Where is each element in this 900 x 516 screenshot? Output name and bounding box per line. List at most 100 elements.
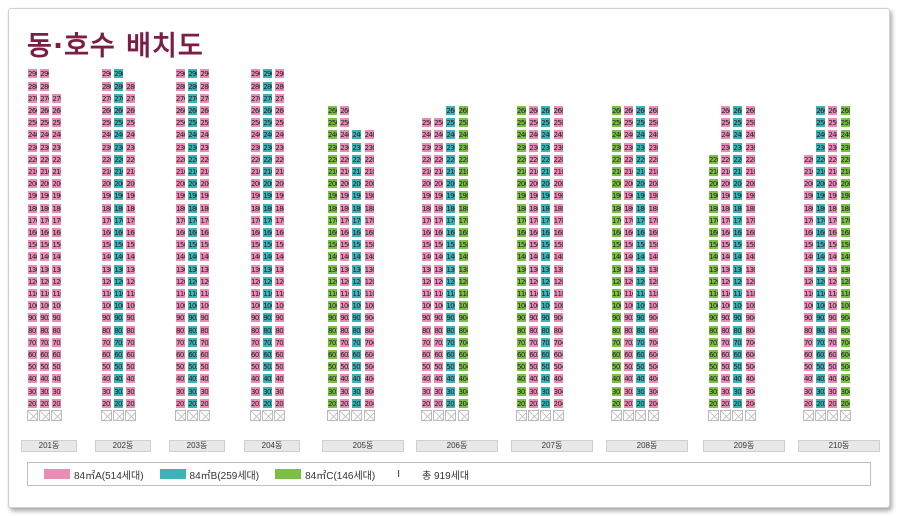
unit-cell[interactable]: 501 — [175, 361, 186, 373]
unit-cell[interactable]: 1504 — [363, 239, 375, 251]
unit-cell[interactable]: 604 — [839, 349, 851, 360]
unit-cell[interactable]: 1402 — [433, 251, 445, 263]
unit-cell[interactable]: 1304 — [744, 263, 756, 275]
unit-cell[interactable]: 2003 — [51, 178, 63, 190]
unit-cell[interactable]: 2002 — [815, 178, 827, 190]
unit-cell[interactable]: 2103 — [199, 166, 211, 177]
unit-cell[interactable]: 2204 — [457, 153, 469, 165]
unit-cell[interactable]: 2504 — [647, 117, 659, 129]
unit-cell[interactable]: 2302 — [113, 141, 125, 153]
unit-cell[interactable]: 1801 — [175, 202, 186, 214]
unit-cell[interactable]: 1801 — [421, 202, 432, 214]
unit-cell[interactable]: 401 — [175, 373, 186, 385]
unit-cell[interactable]: 2004 — [744, 178, 756, 190]
unit-cell[interactable]: 704 — [552, 336, 564, 348]
unit-cell[interactable]: 1604 — [744, 227, 756, 238]
unit-cell[interactable]: 502 — [815, 361, 827, 373]
unit-cell[interactable]: 1604 — [552, 227, 564, 238]
unit-cell[interactable]: 2201 — [101, 153, 112, 165]
unit-cell[interactable]: 303 — [125, 385, 137, 397]
unit-cell[interactable]: 1804 — [552, 202, 564, 214]
unit-cell[interactable]: 2601 — [250, 105, 261, 116]
unit-cell[interactable]: 1601 — [516, 227, 527, 238]
unit-cell[interactable]: 901 — [611, 312, 622, 324]
unit-cell[interactable]: 402 — [528, 373, 540, 385]
unit-cell[interactable]: 2501 — [250, 117, 261, 129]
unit-cell[interactable]: 2004 — [839, 178, 851, 190]
unit-cell[interactable]: 404 — [363, 373, 375, 385]
unit-cell[interactable]: 304 — [552, 385, 564, 397]
unit-cell[interactable]: 2502 — [815, 117, 827, 129]
unit-cell[interactable]: 2201 — [611, 153, 622, 165]
unit-cell[interactable]: 2402 — [623, 129, 635, 141]
unit-cell[interactable]: 2403 — [274, 129, 286, 141]
unit-cell[interactable]: 2403 — [445, 129, 457, 141]
unit-cell[interactable]: 1602 — [39, 227, 51, 238]
unit-cell[interactable]: 1901 — [27, 190, 38, 202]
unit-cell[interactable]: 2103 — [125, 166, 137, 177]
unit-cell[interactable]: 403 — [351, 373, 363, 385]
unit-cell[interactable]: 2303 — [635, 141, 647, 153]
unit-cell[interactable]: 604 — [457, 349, 469, 360]
unit-cell[interactable]: 702 — [262, 336, 274, 348]
unit-cell[interactable]: 601 — [101, 349, 112, 360]
unit-cell[interactable]: 2304 — [647, 141, 659, 153]
unit-cell[interactable]: 2502 — [39, 117, 51, 129]
unit-cell[interactable]: 603 — [445, 349, 457, 360]
unit-cell[interactable]: 202 — [815, 397, 827, 409]
unit-cell[interactable]: 1704 — [839, 214, 851, 226]
unit-cell[interactable]: 503 — [125, 361, 137, 373]
unit-cell[interactable]: 1503 — [351, 239, 363, 251]
unit-cell[interactable]: 1601 — [101, 227, 112, 238]
unit-cell[interactable]: 2901 — [101, 68, 112, 80]
unit-cell[interactable]: 303 — [51, 385, 63, 397]
unit-cell[interactable]: 1402 — [528, 251, 540, 263]
unit-cell[interactable]: 1601 — [708, 227, 719, 238]
unit-cell[interactable]: 2202 — [720, 153, 732, 165]
unit-cell[interactable]: 1001 — [803, 300, 814, 312]
unit-cell[interactable]: 1101 — [708, 288, 719, 299]
unit-cell[interactable]: 2204 — [647, 153, 659, 165]
unit-cell[interactable]: 1502 — [39, 239, 51, 251]
unit-cell[interactable]: 502 — [433, 361, 445, 373]
unit-cell[interactable]: 601 — [803, 349, 814, 360]
unit-cell[interactable]: 503 — [51, 361, 63, 373]
unit-cell[interactable]: 1004 — [647, 300, 659, 312]
unit-cell[interactable]: 2003 — [351, 178, 363, 190]
unit-cell[interactable]: 2103 — [51, 166, 63, 177]
unit-cell[interactable]: 1401 — [516, 251, 527, 263]
unit-cell[interactable]: 2101 — [708, 166, 719, 177]
unit-cell[interactable]: 1004 — [744, 300, 756, 312]
unit-cell[interactable]: 1904 — [839, 190, 851, 202]
unit-cell[interactable]: 2604 — [457, 105, 469, 116]
unit-cell[interactable]: 403 — [199, 373, 211, 385]
unit-cell[interactable]: 601 — [27, 349, 38, 360]
unit-cell[interactable]: 403 — [635, 373, 647, 385]
unit-cell[interactable]: 1803 — [199, 202, 211, 214]
unit-cell[interactable]: 204 — [363, 397, 375, 409]
unit-cell[interactable]: 2102 — [815, 166, 827, 177]
unit-cell[interactable]: 901 — [803, 312, 814, 324]
unit-cell[interactable]: 503 — [351, 361, 363, 373]
unit-cell[interactable]: 603 — [125, 349, 137, 360]
unit-cell[interactable]: 801 — [27, 324, 38, 336]
unit-cell[interactable]: 602 — [339, 349, 351, 360]
unit-cell[interactable]: 1102 — [339, 288, 351, 299]
unit-cell[interactable]: 2503 — [199, 117, 211, 129]
unit-cell[interactable]: 404 — [744, 373, 756, 385]
unit-cell[interactable]: 1703 — [445, 214, 457, 226]
unit-cell[interactable]: 1201 — [421, 275, 432, 287]
unit-cell[interactable]: 1601 — [250, 227, 261, 238]
unit-cell[interactable]: 701 — [250, 336, 261, 348]
unit-cell[interactable]: 1404 — [363, 251, 375, 263]
unit-cell[interactable]: 803 — [445, 324, 457, 336]
unit-cell[interactable]: 901 — [516, 312, 527, 324]
unit-cell[interactable]: 701 — [708, 336, 719, 348]
unit-cell[interactable]: 201 — [803, 397, 814, 409]
unit-cell[interactable]: 1003 — [125, 300, 137, 312]
unit-cell[interactable]: 2803 — [274, 80, 286, 92]
unit-cell[interactable]: 1601 — [175, 227, 186, 238]
unit-cell[interactable]: 701 — [803, 336, 814, 348]
